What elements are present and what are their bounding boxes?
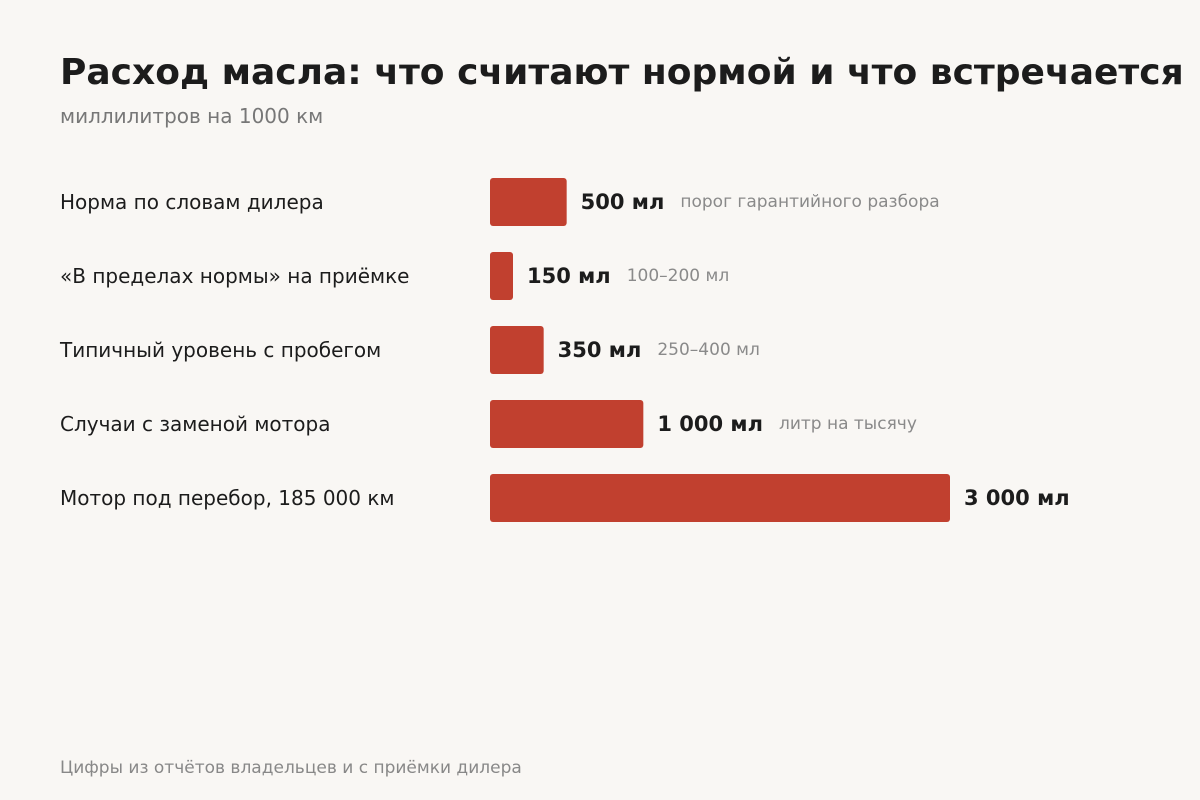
bar xyxy=(490,400,644,448)
value-label: 150 мл xyxy=(527,264,611,288)
value-label: 500 мл xyxy=(581,190,665,214)
bar xyxy=(490,326,544,374)
category-label: Типичный уровень с пробегом xyxy=(59,338,381,362)
annotation-label: литр на тысячу xyxy=(779,414,917,434)
chart-title: Расход масла: что считают нормой и что в… xyxy=(60,52,1184,93)
value-label: 3 000 мл xyxy=(964,486,1070,510)
category-label: Случаи с заменой мотора xyxy=(60,412,330,436)
annotation-label: 250–400 мл xyxy=(657,340,760,360)
bar xyxy=(490,252,513,300)
annotation-label: 100–200 мл xyxy=(627,266,730,286)
category-label: Норма по словам дилера xyxy=(60,190,324,214)
chart-subtitle: миллилитров на 1000 км xyxy=(60,104,324,128)
annotation-label: порог гарантийного разбора xyxy=(680,192,939,212)
chart-source: Цифры из отчётов владельцев и с приёмки … xyxy=(60,758,522,778)
bar xyxy=(490,474,950,522)
category-label: Мотор под перебор, 185 000 км xyxy=(60,486,395,510)
value-label: 1 000 мл xyxy=(657,412,763,436)
category-label: «В пределах нормы» на приёмке xyxy=(60,264,409,288)
bar xyxy=(490,178,567,226)
value-label: 350 мл xyxy=(558,338,642,362)
